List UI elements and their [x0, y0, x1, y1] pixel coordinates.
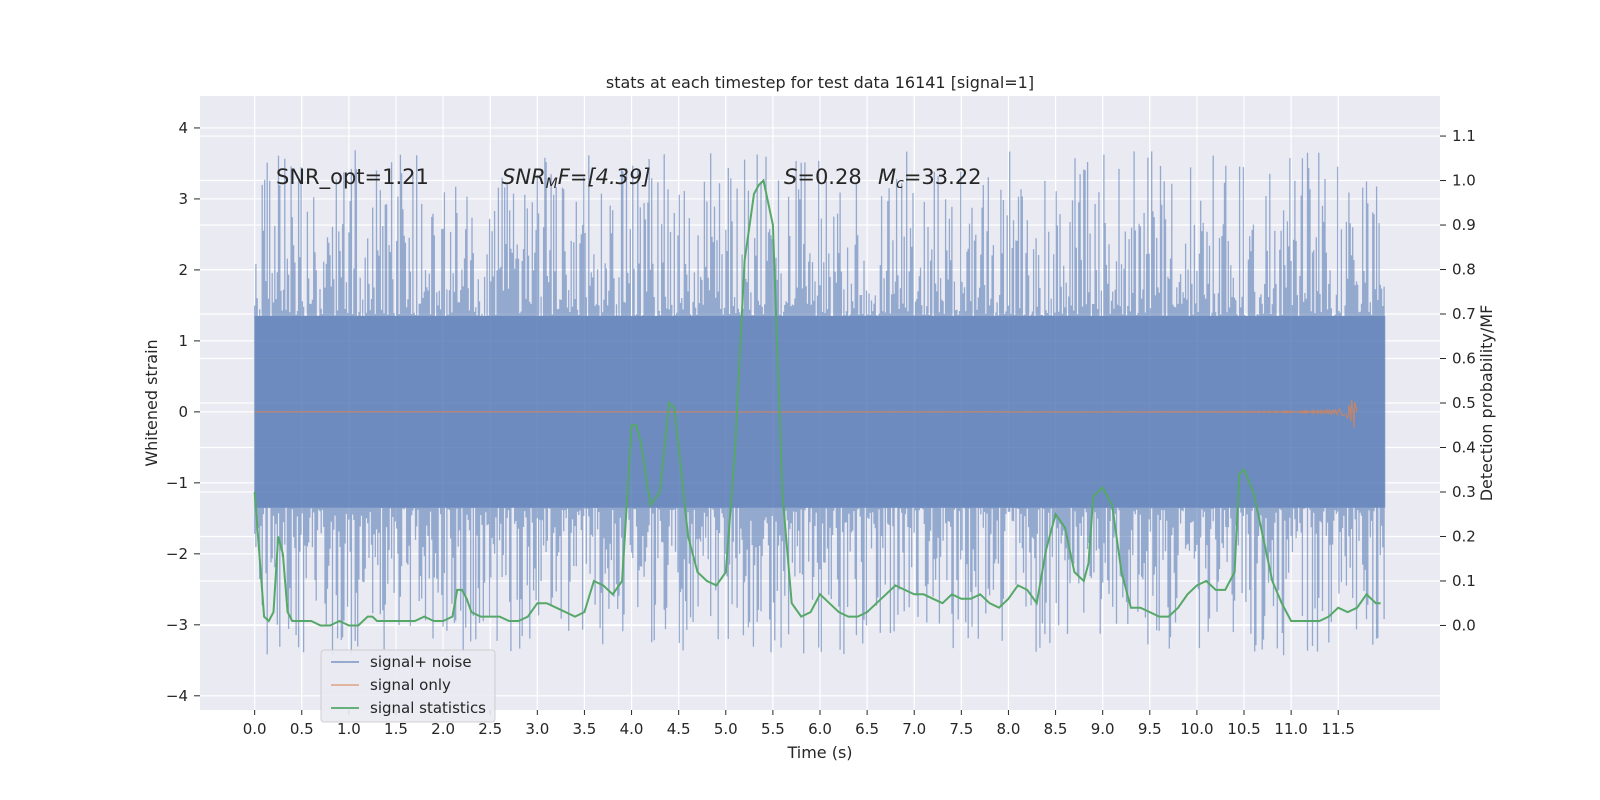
x-tick-label: 3.5 — [573, 720, 597, 738]
annotation-mc-symbol: M — [878, 165, 896, 189]
annotation-mc-sub: c — [896, 176, 904, 192]
y-tick-label: 3 — [178, 190, 188, 208]
x-tick-label: 6.5 — [855, 720, 879, 738]
legend-box — [320, 649, 496, 723]
x-tick-label: 11.0 — [1274, 720, 1307, 738]
chart-title: stats at each timestep for test data 161… — [606, 73, 1034, 92]
x-tick-label: 0.0 — [243, 720, 267, 738]
y2-tick-label: 1.0 — [1452, 172, 1476, 190]
x-tick-label: 3.0 — [525, 720, 549, 738]
x-tick-label: 8.0 — [997, 720, 1021, 738]
annotation-mc: Mc=33.22 — [878, 165, 982, 192]
y2-tick-label: 0.4 — [1452, 438, 1476, 456]
y-tick-label: −1 — [166, 474, 188, 492]
x-tick-label: 8.5 — [1044, 720, 1068, 738]
x-tick-label: 0.5 — [290, 720, 314, 738]
y-axis-left: 4 3 2 1 0 −1 −2 −3 −4 — [166, 119, 200, 705]
x-tick-label: 4.5 — [667, 720, 691, 738]
y-tick-label: 1 — [178, 332, 188, 350]
annotation-snr-mf: SNRMF=[4.39] — [502, 165, 651, 192]
y-tick-label: 4 — [178, 119, 188, 137]
y-tick-label: 0 — [178, 403, 188, 421]
annotation-s: S=0.28 — [784, 165, 862, 189]
series-signal-statistics — [253, 178, 1381, 627]
legend-label-signal-noise: signal+ noise — [370, 653, 472, 671]
x-tick-label: 2.0 — [431, 720, 455, 738]
x-tick-label: 7.5 — [949, 720, 973, 738]
y-tick-label: −4 — [166, 687, 188, 705]
x-tick-label: 1.0 — [337, 720, 361, 738]
annotation-s-symbol: S — [784, 165, 797, 189]
y-tick-label: −2 — [166, 545, 188, 563]
y2-tick-label: 0.9 — [1452, 216, 1476, 234]
series-signal-only — [254, 400, 1358, 428]
y2-tick-label: 0.5 — [1452, 394, 1476, 412]
y-axis-right-label: Detection probability/MF — [1477, 305, 1496, 502]
x-tick-label: 6.0 — [808, 720, 832, 738]
legend-label-signal-only: signal only — [370, 676, 451, 694]
x-tick-label: 4.0 — [620, 720, 644, 738]
y2-tick-label: 0.6 — [1452, 350, 1476, 368]
y2-tick-label: 0.1 — [1452, 572, 1476, 590]
y2-tick-label: 1.1 — [1452, 127, 1476, 145]
x-axis-label: Time (s) — [786, 743, 852, 762]
annotation-snr-mf-sub: M — [546, 176, 558, 192]
annotation-mc-value: =33.22 — [904, 165, 982, 189]
x-tick-label: 5.0 — [714, 720, 738, 738]
y-axis-label: Whitened strain — [142, 339, 161, 466]
x-tick-label: 9.0 — [1091, 720, 1115, 738]
annotation-snr-mf-rest-f: F=[4.39] — [558, 165, 651, 189]
x-tick-label: 9.5 — [1138, 720, 1162, 738]
x-tick-label: 2.5 — [478, 720, 502, 738]
y2-tick-label: 0.3 — [1452, 483, 1476, 501]
annotation-snr-opt: SNR_opt=1.21 — [276, 165, 429, 190]
y-axis-right: 1.1 1.0 0.9 0.8 0.7 0.6 0.5 0.4 0.3 0.2 0.1 0.0 — [1440, 127, 1476, 634]
annotation-s-value: =0.28 — [797, 165, 861, 189]
x-tick-label: 10.5 — [1227, 720, 1260, 738]
x-axis: 0.0 0.5 1.0 1.5 2.0 2.5 3.0 3.5 4.0 4.5 5.0 5.5 6.0 6… — [243, 710, 1355, 738]
x-tick-label: 1.5 — [384, 720, 408, 738]
x-tick-label: 11.5 — [1322, 720, 1355, 738]
y-tick-label: 2 — [178, 261, 188, 279]
y2-tick-label: 0.2 — [1452, 527, 1476, 545]
x-tick-label: 5.5 — [761, 720, 785, 738]
y-tick-label: −3 — [166, 616, 188, 634]
x-tick-label: 7.0 — [902, 720, 926, 738]
x-tick-label: 10.0 — [1180, 720, 1213, 738]
y2-tick-label: 0.0 — [1452, 616, 1476, 634]
legend-label-signal-statistics: signal statistics — [370, 699, 486, 717]
y2-tick-label: 0.8 — [1452, 261, 1476, 279]
legend: signal+ noise signal only signal statist… — [320, 649, 496, 723]
y2-tick-label: 0.7 — [1452, 305, 1476, 323]
annotation-snr-mf-prefix: SNR — [502, 165, 546, 189]
